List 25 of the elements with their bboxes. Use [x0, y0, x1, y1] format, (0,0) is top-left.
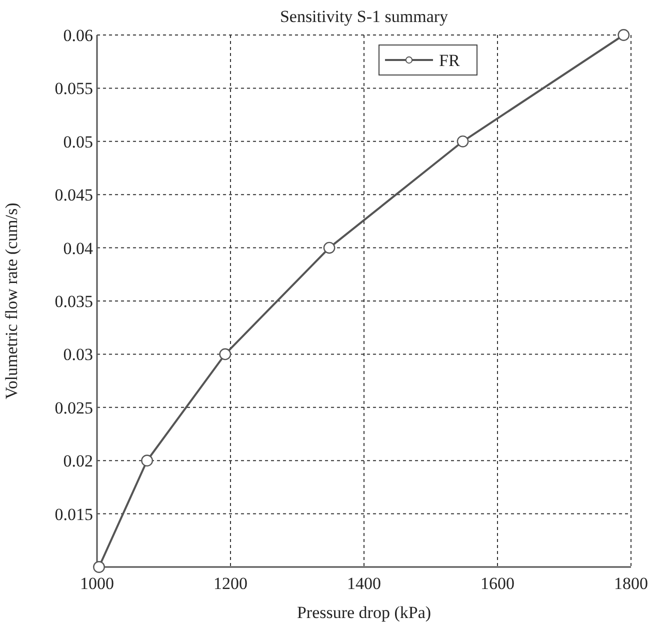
x-tick-label: 1200	[214, 574, 248, 593]
y-tick-label: 0.05	[63, 132, 93, 152]
y-tick-label: 0.02	[63, 452, 93, 471]
y-tick-label: 0.025	[54, 398, 93, 418]
point	[219, 348, 232, 360]
point	[323, 242, 336, 254]
y-tick-label: 0.04	[63, 238, 94, 258]
point	[141, 454, 154, 467]
y-tick-label: 0.045	[54, 186, 93, 205]
x-tick-label: 1800	[614, 574, 648, 593]
y-tick-label: 0.06	[63, 26, 93, 45]
x-tick-label: 1000	[80, 574, 114, 593]
x-axis-title: Pressure drop (kPa)	[296, 603, 432, 622]
y-tick-label: 0.015	[54, 504, 93, 524]
x-tick-label: 1600	[480, 574, 514, 593]
x-tick-label: 1400	[347, 574, 381, 593]
chart-title: Sensitivity S-1 summary	[280, 7, 449, 26]
legend-label: FR	[439, 51, 460, 70]
y-tick-label: 0.055	[54, 79, 93, 98]
point	[93, 561, 105, 573]
point	[456, 135, 469, 148]
y-tick-label: 0.03	[63, 345, 93, 364]
y-axis-title: Volumetric flow rate (cum/s)	[2, 202, 21, 400]
point	[618, 29, 630, 41]
y-tick-label: 0.035	[54, 292, 93, 311]
